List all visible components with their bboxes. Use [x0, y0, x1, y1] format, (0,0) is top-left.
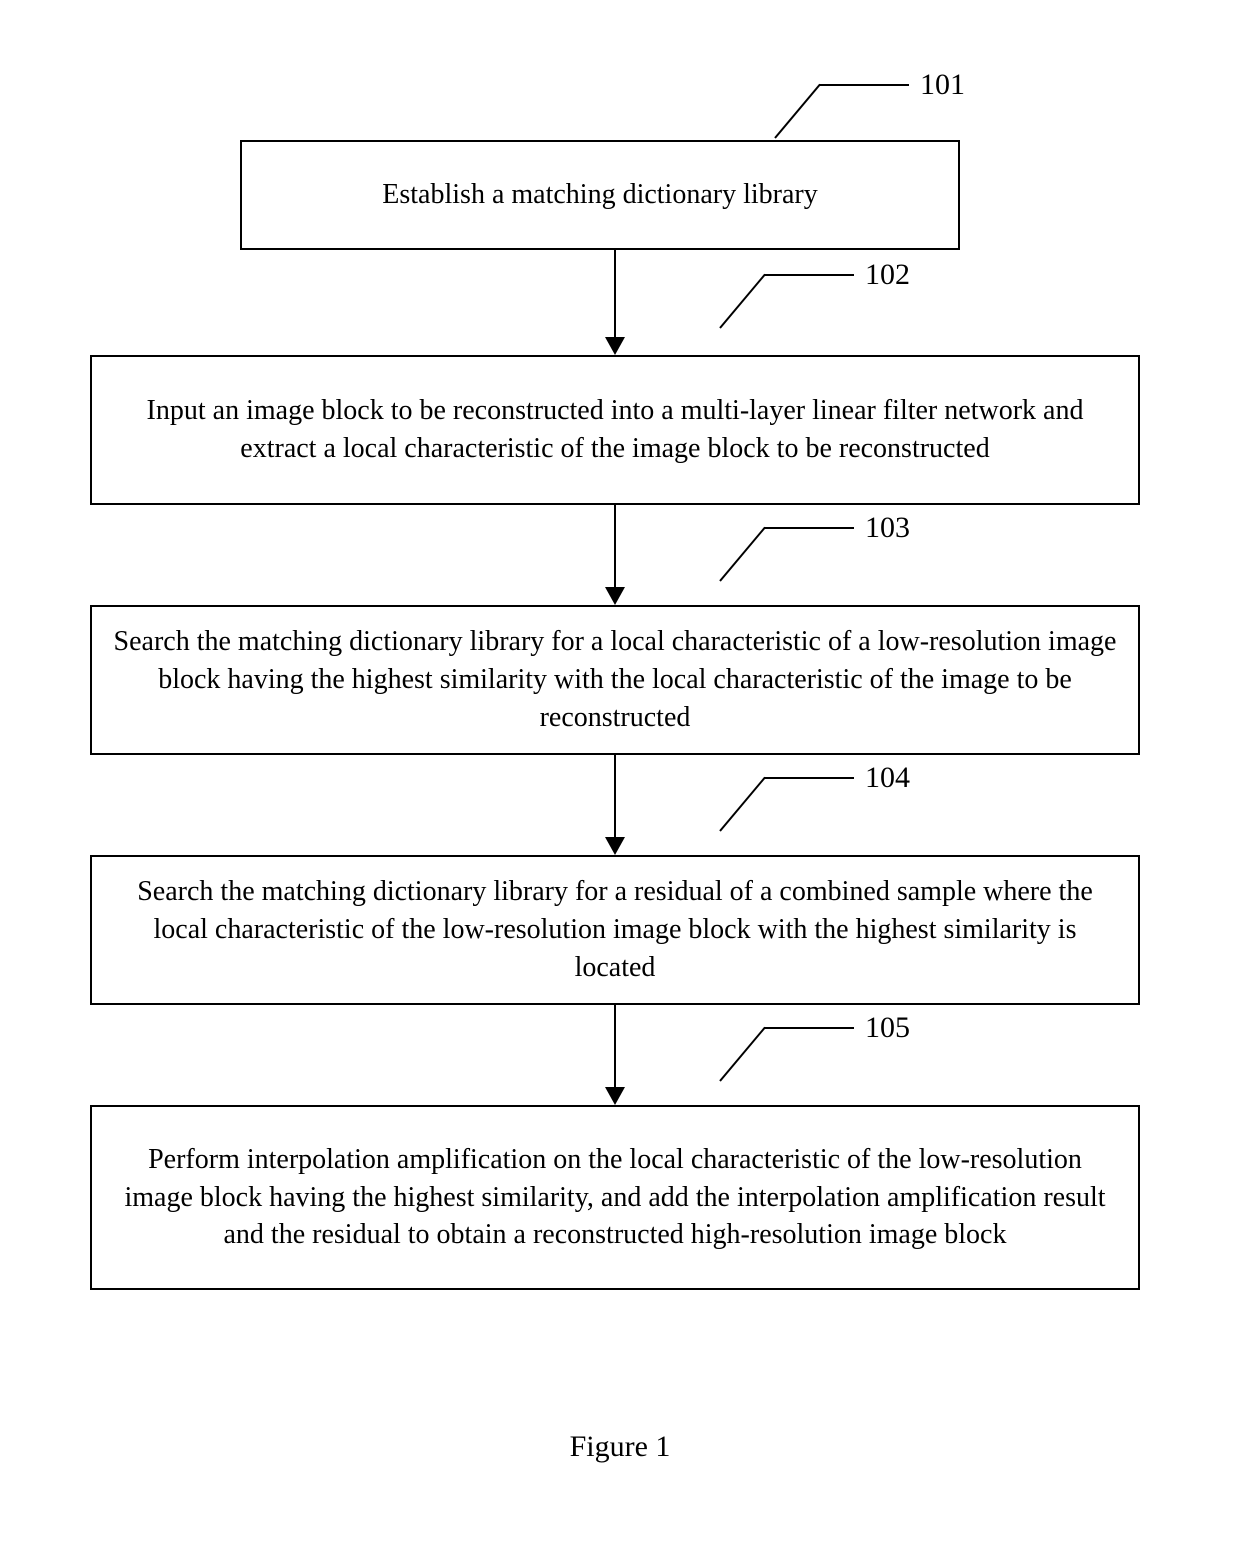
connector-2: 103	[90, 505, 1140, 605]
ref-hline	[764, 777, 854, 779]
connector-1: 102	[90, 250, 1140, 355]
ref-slash	[774, 84, 821, 139]
step-text: Search the matching dictionary library f…	[112, 873, 1118, 986]
figure-caption: Figure 1	[0, 1430, 1240, 1464]
ref-number: 103	[865, 511, 910, 545]
ref-number: 102	[865, 258, 910, 292]
ref-hline	[764, 274, 854, 276]
connector-4: 105	[90, 1005, 1140, 1105]
ref-number: 101	[920, 68, 965, 102]
arrow-head	[605, 837, 625, 855]
step-text: Search the matching dictionary library f…	[112, 623, 1118, 736]
step-box-101: Establish a matching dictionary library	[240, 140, 960, 250]
step-text: Input an image block to be reconstructed…	[147, 392, 1084, 468]
step-text: Establish a matching dictionary library	[382, 176, 817, 214]
ref-hline	[764, 1027, 854, 1029]
ref-slash	[719, 274, 766, 329]
arrow-head	[605, 337, 625, 355]
arrow-head	[605, 1087, 625, 1105]
step-text: Perform interpolation amplification on t…	[112, 1141, 1118, 1254]
ref-slash	[719, 527, 766, 582]
step-box-103: Search the matching dictionary library f…	[90, 605, 1140, 755]
flowchart-container: 101 Establish a matching dictionary libr…	[90, 80, 1140, 1290]
step-box-105: Perform interpolation amplification on t…	[90, 1105, 1140, 1290]
arrow-head	[605, 587, 625, 605]
arrow-line	[614, 505, 616, 587]
ref-hline	[764, 527, 854, 529]
ref-slash	[719, 1027, 766, 1082]
arrow	[605, 1005, 625, 1105]
step-box-104: Search the matching dictionary library f…	[90, 855, 1140, 1005]
connector-3: 104	[90, 755, 1140, 855]
ref-slash	[719, 777, 766, 832]
arrow	[605, 250, 625, 355]
step-box-102: Input an image block to be reconstructed…	[90, 355, 1140, 505]
ref-hline	[819, 84, 909, 86]
arrow-line	[614, 250, 616, 337]
arrow-line	[614, 1005, 616, 1087]
arrow	[605, 755, 625, 855]
ref-number: 104	[865, 761, 910, 795]
ref-number: 105	[865, 1011, 910, 1045]
arrow	[605, 505, 625, 605]
arrow-line	[614, 755, 616, 837]
